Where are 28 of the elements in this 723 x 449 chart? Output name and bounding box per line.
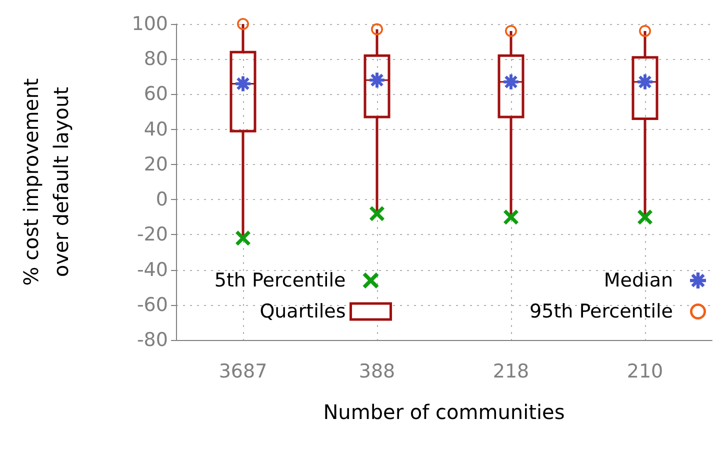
y-tick-label: -80 (136, 329, 168, 351)
y-tick-label: 80 (144, 48, 168, 70)
x-tick-label: 3687 (218, 360, 268, 382)
y-tick-label: 100 (132, 13, 168, 35)
y-tick-label: 60 (144, 83, 168, 106)
legend-label: 5th Percentile (214, 270, 346, 292)
y-tick-label: -20 (136, 224, 168, 246)
point (370, 206, 384, 222)
legend-label: Median (604, 270, 673, 292)
legend-label: Quartiles (260, 300, 346, 322)
x-tick-label: 388 (358, 360, 396, 382)
point (236, 230, 250, 246)
x-tick-label: 210 (626, 360, 664, 382)
x-axis-title: Number of communities (323, 400, 565, 424)
x-tick-label: 218 (492, 360, 530, 382)
point (505, 25, 517, 38)
y-tick-label: 0 (156, 188, 168, 211)
point (638, 210, 652, 225)
point (504, 210, 518, 225)
y-tick-label: 20 (144, 153, 168, 176)
y-tick-label: 40 (144, 118, 168, 140)
y-axis-title: % cost improvement over default layout (19, 78, 73, 286)
legend-label: 95th Percentile (530, 300, 673, 322)
point (639, 25, 651, 38)
point (371, 23, 383, 36)
point (237, 18, 249, 30)
y-tick-label: -60 (136, 294, 168, 316)
y-tick-label: -40 (136, 258, 168, 281)
